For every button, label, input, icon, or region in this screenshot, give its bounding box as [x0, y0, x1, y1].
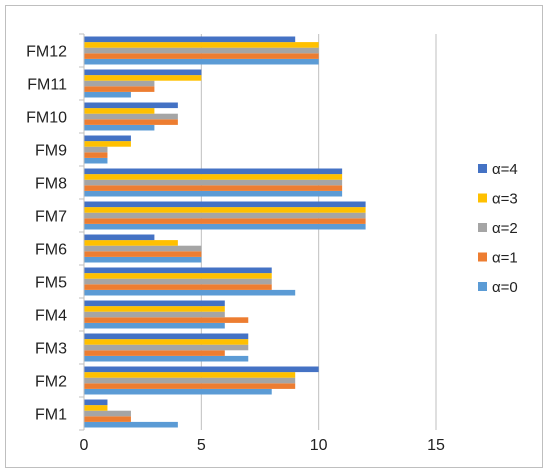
bar-fm1-series-0 — [84, 421, 178, 428]
category-label: FM4 — [35, 308, 67, 325]
bar-fm5-series-2 — [84, 278, 272, 285]
bar-fm5-series-1 — [84, 284, 272, 290]
bar-fm9-series-3 — [84, 141, 131, 147]
bar-fm7-series-2 — [84, 212, 366, 219]
bar-fm4-series-2 — [84, 311, 225, 318]
legend-swatch — [478, 282, 487, 291]
bar-fm12-series-2 — [84, 47, 319, 54]
bar-fm6-series-2 — [84, 245, 202, 252]
bar-fm6-series-4 — [84, 234, 155, 241]
bar-fm7-series-0 — [84, 223, 366, 230]
legend-label: α=1 — [492, 250, 518, 267]
category-label: FM10 — [26, 110, 67, 127]
bar-fm3-series-1 — [84, 350, 225, 356]
bar-fm8-series-1 — [84, 185, 343, 191]
x-tick-label: 0 — [80, 437, 89, 454]
bar-fm3-series-4 — [84, 333, 249, 340]
bar-fm3-series-3 — [84, 339, 249, 345]
bar-fm7-series-3 — [84, 207, 366, 213]
x-tick-label: 5 — [197, 437, 206, 454]
bar-fm8-series-2 — [84, 179, 343, 186]
bar-fm12-series-0 — [84, 58, 319, 65]
bar-fm7-series-4 — [84, 201, 366, 208]
bar-fm11-series-0 — [84, 91, 131, 98]
bar-fm10-series-3 — [84, 108, 155, 114]
category-label: FM11 — [27, 77, 67, 94]
category-label: FM8 — [35, 176, 67, 193]
bar-fm1-series-4 — [84, 399, 108, 406]
legend-label: α=3 — [492, 191, 518, 208]
bar-fm10-series-4 — [84, 102, 178, 109]
category-label: FM2 — [35, 374, 67, 391]
bar-fm8-series-0 — [84, 190, 343, 197]
bar-fm10-series-2 — [84, 113, 178, 120]
bar-fm1-series-2 — [84, 410, 131, 417]
x-tick-label: 15 — [427, 437, 445, 454]
bar-fm8-series-3 — [84, 174, 343, 180]
category-label: FM7 — [35, 209, 67, 226]
legend-label: α=4 — [492, 161, 518, 178]
category-label: FM6 — [35, 242, 67, 259]
bar-fm6-series-0 — [84, 256, 202, 263]
bar-fm1-series-1 — [84, 416, 131, 422]
bar-fm5-series-3 — [84, 273, 272, 279]
bar-fm9-series-1 — [84, 152, 108, 158]
legend: α=4 α=3 α=2 α=1 α=0 — [478, 161, 518, 296]
bar-fm2-series-2 — [84, 377, 296, 384]
axis-layer: 0 5 10 15 FM1 FM2 FM3 FM4 FM5 FM6 FM7 FM8 FM9 FM10 FM1… — [26, 33, 445, 454]
bar-fm8-series-4 — [84, 168, 343, 175]
bar-fm2-series-3 — [84, 372, 296, 378]
bar-fm2-series-1 — [84, 383, 296, 389]
bar-fm6-series-3 — [84, 240, 178, 246]
category-label: FM12 — [26, 44, 67, 61]
bar-fm1-series-3 — [84, 405, 108, 411]
bar-fm10-series-1 — [84, 119, 178, 125]
bar-fm4-series-0 — [84, 322, 225, 329]
x-tick-label: 10 — [310, 437, 328, 454]
bar-fm3-series-2 — [84, 344, 249, 351]
legend-label: α=2 — [492, 220, 518, 237]
bar-fm11-series-3 — [84, 75, 202, 81]
bar-fm12-series-3 — [84, 42, 319, 48]
bar-fm12-series-4 — [84, 36, 296, 43]
bar-fm4-series-4 — [84, 300, 225, 307]
bar-fm10-series-0 — [84, 124, 155, 131]
legend-label: α=0 — [492, 279, 518, 296]
bar-fm2-series-0 — [84, 388, 272, 395]
legend-swatch — [478, 223, 487, 232]
bar-fm4-series-1 — [84, 317, 249, 323]
bar-fm5-series-4 — [84, 267, 272, 274]
bar-fm11-series-1 — [84, 86, 155, 92]
category-label: FM1 — [35, 407, 67, 424]
bar-fm4-series-3 — [84, 306, 225, 312]
legend-swatch — [478, 193, 487, 203]
bar-fm6-series-1 — [84, 251, 202, 257]
bar-fm11-series-4 — [84, 69, 202, 76]
bar-fm3-series-0 — [84, 355, 249, 362]
category-label: FM9 — [35, 143, 67, 160]
category-label: FM3 — [35, 341, 67, 358]
bar-fm11-series-2 — [84, 80, 155, 87]
bar-fm9-series-2 — [84, 146, 108, 153]
bars-layer — [84, 36, 366, 428]
bar-fm9-series-0 — [84, 157, 108, 164]
legend-swatch — [478, 252, 487, 262]
category-label: FM5 — [35, 275, 67, 292]
bar-fm5-series-0 — [84, 289, 296, 296]
bar-fm12-series-1 — [84, 53, 319, 59]
bar-fm2-series-4 — [84, 366, 319, 373]
legend-swatch — [478, 164, 487, 173]
bar-fm7-series-1 — [84, 218, 366, 224]
bar-fm9-series-4 — [84, 135, 131, 142]
